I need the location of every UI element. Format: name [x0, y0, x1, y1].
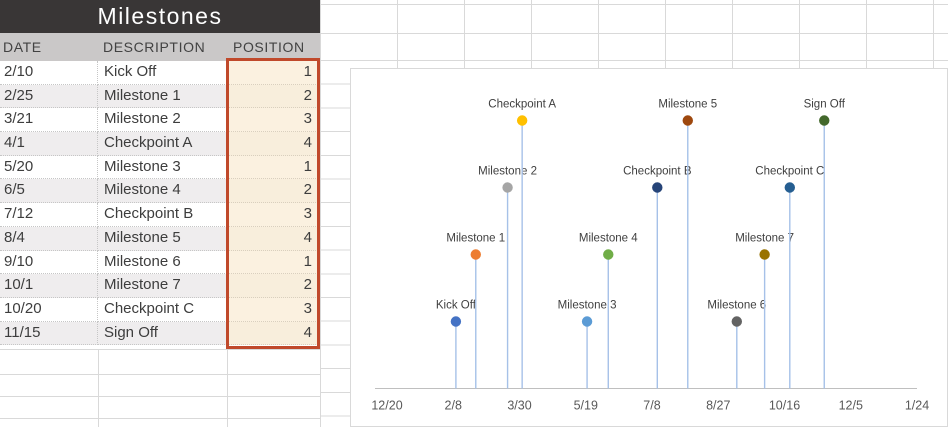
cell-position[interactable]: 1: [227, 61, 320, 85]
milestone-label: Milestone 1: [446, 233, 505, 245]
cell-description[interactable]: Milestone 6: [98, 250, 227, 275]
axis-tick-label[interactable]: 8/27: [706, 399, 730, 413]
timeline-chart-svg: 12/20 2/8 3/30 5/19 7/8 8/27 10/16 12/5 1/24 Kick…: [371, 99, 929, 413]
table-body: 2/10 Kick Off 1 2/25 Milestone 1 2 3/21 Milesto…: [0, 61, 320, 346]
column-header-position[interactable]: POSITION: [233, 39, 305, 55]
cell-date[interactable]: 2/10: [0, 61, 98, 85]
milestone-label: Milestone 4: [579, 233, 638, 245]
milestone-label: Checkpoint B: [623, 166, 692, 178]
milestone-point[interactable]: [470, 249, 481, 260]
cell-description[interactable]: Milestone 2: [98, 108, 227, 133]
cell-description[interactable]: Milestone 3: [98, 155, 227, 180]
cell-position[interactable]: 3: [227, 203, 320, 227]
milestone-point[interactable]: [682, 115, 693, 126]
cell-date[interactable]: 8/4: [0, 226, 98, 251]
table-header-row: DATE DESCRIPTION POSITION: [0, 33, 320, 61]
sheet-gridlines-below-table: [0, 349, 320, 427]
cell-position[interactable]: 3: [227, 108, 320, 133]
axis-tick-label[interactable]: 1/24: [905, 399, 929, 413]
milestone-point[interactable]: [450, 316, 462, 327]
cell-position[interactable]: 2: [227, 274, 320, 298]
cell-position[interactable]: 4: [227, 226, 320, 251]
column-header-date[interactable]: DATE: [3, 39, 42, 55]
cell-date[interactable]: 10/20: [0, 297, 98, 322]
cell-description[interactable]: Checkpoint A: [98, 132, 227, 156]
cell-description[interactable]: Milestone 5: [98, 226, 227, 251]
cell-date[interactable]: 2/25: [0, 84, 98, 109]
cell-position[interactable]: 4: [227, 321, 320, 346]
column-header-description[interactable]: DESCRIPTION: [103, 39, 206, 55]
milestone-label: Milestone 7: [735, 233, 794, 245]
cell-date[interactable]: 7/12: [0, 203, 98, 227]
cell-position[interactable]: 4: [227, 132, 320, 156]
cell-date[interactable]: 10/1: [0, 274, 98, 298]
milestone-label: Checkpoint A: [488, 99, 556, 111]
cell-date[interactable]: 6/5: [0, 179, 98, 204]
axis-tick-label[interactable]: 10/16: [769, 399, 800, 413]
milestone-point[interactable]: [502, 182, 513, 193]
milestone-label: Milestone 3: [558, 300, 617, 312]
milestone-label: Sign Off: [804, 99, 846, 111]
cell-date[interactable]: 4/1: [0, 132, 98, 156]
cell-description[interactable]: Kick Off: [98, 61, 227, 85]
axis-tick-label[interactable]: 12/5: [839, 399, 863, 413]
cell-description[interactable]: Milestone 7: [98, 274, 227, 298]
cell-date[interactable]: 9/10: [0, 250, 98, 275]
axis-tick-label[interactable]: 5/19: [574, 399, 598, 413]
cell-date[interactable]: 5/20: [0, 155, 98, 180]
milestone-point[interactable]: [759, 249, 770, 260]
milestone-label: Checkpoint C: [755, 166, 824, 178]
cell-position[interactable]: 1: [227, 155, 320, 180]
cell-date[interactable]: 3/21: [0, 108, 98, 133]
milestone-label: Milestone 5: [658, 99, 717, 111]
cell-description[interactable]: Milestone 1: [98, 84, 227, 109]
milestone-point[interactable]: [784, 182, 795, 193]
table-row: 11/15 Sign Off 4: [0, 321, 320, 346]
milestone-point[interactable]: [652, 182, 663, 193]
cell-date[interactable]: 11/15: [0, 321, 98, 346]
cell-position[interactable]: 2: [227, 84, 320, 109]
axis-tick-label[interactable]: 2/8: [445, 399, 462, 413]
milestone-point[interactable]: [819, 115, 830, 126]
milestone-label: Milestone 2: [478, 166, 537, 178]
milestone-label: Milestone 6: [707, 300, 766, 312]
table-title: Milestones: [0, 0, 320, 33]
cell-position[interactable]: 2: [227, 179, 320, 204]
milestone-point[interactable]: [516, 115, 528, 126]
axis-tick-label[interactable]: 3/30: [507, 399, 531, 413]
cell-position[interactable]: 3: [227, 297, 320, 322]
cell-description[interactable]: Checkpoint B: [98, 203, 227, 227]
milestone-point[interactable]: [581, 316, 593, 327]
cell-description[interactable]: Sign Off: [98, 321, 227, 346]
axis-tick-label[interactable]: 7/8: [643, 399, 660, 413]
milestone-label: Kick Off: [436, 300, 477, 312]
milestone-point[interactable]: [603, 249, 614, 260]
timeline-chart[interactable]: 12/20 2/8 3/30 5/19 7/8 8/27 10/16 12/5 1/24 Kick…: [350, 68, 948, 427]
cell-description[interactable]: Checkpoint C: [98, 297, 227, 322]
milestones-table: Milestones DATE DESCRIPTION POSITION 2/1…: [0, 0, 320, 346]
cell-position[interactable]: 1: [227, 250, 320, 275]
axis-tick-label[interactable]: 12/20: [371, 399, 402, 413]
milestone-point[interactable]: [731, 316, 742, 327]
cell-description[interactable]: Milestone 4: [98, 179, 227, 204]
table-row: 2/10 Kick Off 1: [0, 61, 320, 85]
